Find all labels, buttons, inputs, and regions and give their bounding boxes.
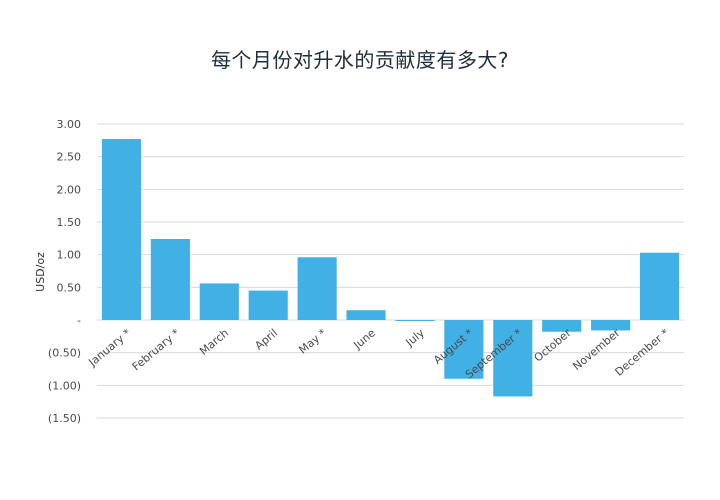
y-tick-label: (0.50) xyxy=(48,347,81,360)
bar xyxy=(150,238,190,320)
bar xyxy=(395,320,435,321)
x-tick-label: July xyxy=(403,326,428,350)
bar xyxy=(101,139,142,320)
bar xyxy=(639,252,680,320)
y-tick-label: (1.50) xyxy=(48,412,81,425)
x-tick-label: October xyxy=(532,326,574,365)
bar xyxy=(297,257,337,320)
y-tick-label: 0.50 xyxy=(57,281,82,294)
chart-title: 每个月份对升水的贡献度有多大? xyxy=(210,48,510,72)
y-tick-labels: 3.00 2.50 2.00 1.50 1.00 0.50 - (0.50) (1.00) (1.… xyxy=(48,118,81,425)
y-tick-label: 2.00 xyxy=(57,183,82,196)
y-tick-label: 1.00 xyxy=(57,249,82,262)
bar xyxy=(493,320,533,397)
y-tick-label: 2.50 xyxy=(57,151,82,164)
x-tick-label: May * xyxy=(296,326,329,357)
bar xyxy=(591,320,631,331)
x-tick-label: April xyxy=(253,326,281,352)
bar xyxy=(346,310,386,320)
bar xyxy=(199,283,239,320)
bar xyxy=(248,290,288,320)
gridlines xyxy=(97,123,684,419)
y-tick-label: - xyxy=(77,314,81,327)
y-tick-label: (1.00) xyxy=(48,379,81,392)
y-axis-label: USD/oz xyxy=(34,252,47,292)
bar xyxy=(444,320,484,379)
y-tick-label: 1.50 xyxy=(57,216,82,229)
x-tick-label: January * xyxy=(85,326,133,370)
x-tick-label: June xyxy=(350,326,378,352)
bars xyxy=(101,139,680,397)
y-tick-label: 3.00 xyxy=(57,118,82,131)
x-tick-label: February * xyxy=(130,326,183,373)
x-tick-labels: January *February * March April May * June Ju… xyxy=(85,326,671,381)
bar xyxy=(542,320,582,332)
